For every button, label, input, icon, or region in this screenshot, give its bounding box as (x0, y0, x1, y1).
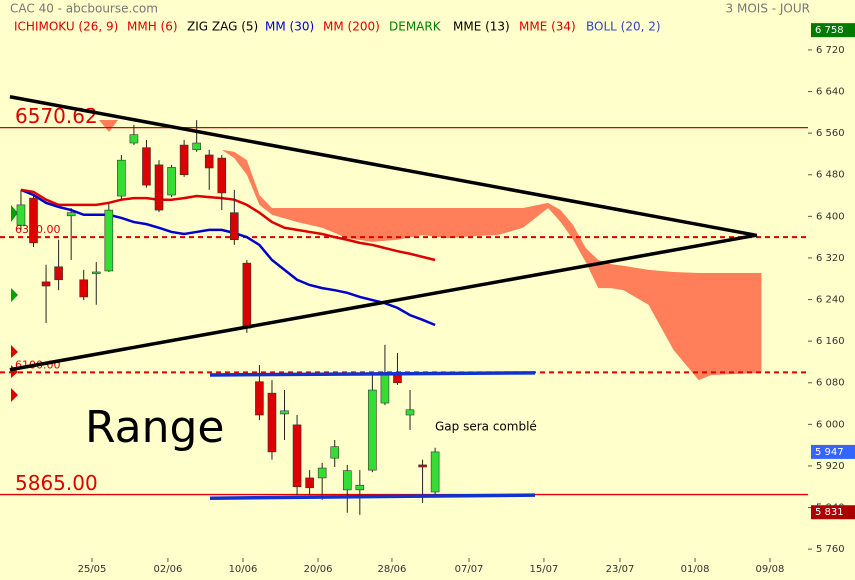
candle-body (192, 142, 201, 151)
legend-entry: MM (30) (265, 20, 314, 34)
candle-body (418, 464, 427, 468)
y-tick-label: 5 920 (816, 461, 845, 472)
y-tick-label: 6 400 (816, 211, 845, 222)
y-tick-label: 6 560 (816, 128, 845, 139)
level-label: 5865.00 (15, 471, 98, 495)
x-tick-label: 07/07 (455, 564, 484, 575)
annotation: Range (85, 402, 224, 453)
level-label: 6570.62 (15, 104, 98, 128)
marker (99, 120, 118, 132)
trend-line (9, 95, 756, 237)
candle-body (16, 204, 26, 226)
y-tick-label: 6 080 (816, 378, 845, 389)
candle-body (154, 164, 164, 211)
candle-body (317, 467, 327, 479)
candle-body (393, 374, 402, 384)
legend-entry: ICHIMOKU (26, 9) (14, 20, 118, 34)
candle-body (255, 381, 264, 416)
marker (11, 288, 18, 302)
candle-body (305, 477, 314, 489)
candle-body (330, 446, 340, 459)
x-tick-label: 23/07 (606, 564, 635, 575)
candle-body (179, 144, 189, 176)
header-period: 3 MOIS - JOUR (726, 2, 810, 16)
candle-body (342, 470, 352, 491)
x-tick-label: 01/08 (681, 564, 710, 575)
legend-entry: MM (200) (323, 20, 380, 34)
candle-body (430, 451, 440, 493)
y-tick-label: 5 760 (816, 544, 845, 555)
candle-body (104, 209, 114, 272)
ichimoku-cloud (221, 149, 762, 381)
trend-line (209, 493, 536, 500)
annotation: Gap sera comblé (435, 420, 537, 434)
candle-body (41, 281, 51, 287)
candle-body (355, 484, 365, 491)
legend-entry: BOLL (20, 2) (586, 20, 661, 34)
y-tick-label: 6 320 (816, 253, 845, 264)
candle-body (405, 409, 415, 416)
candle-body (79, 279, 89, 298)
price-badge (811, 444, 855, 459)
marker (11, 388, 18, 402)
y-tick-label: 6 240 (816, 295, 845, 306)
candle-body (230, 212, 239, 241)
candle-body (129, 134, 139, 144)
x-tick-label: 20/06 (304, 564, 333, 575)
x-tick-label: 02/06 (154, 564, 183, 575)
candle-body (267, 392, 277, 453)
legend-entry: ZIG ZAG (5) (187, 20, 258, 34)
candle-body (292, 424, 302, 488)
price-badge-label: 5 831 (815, 507, 844, 518)
candle-body (167, 167, 176, 196)
marker (11, 345, 18, 358)
legend-entry: MMH (6) (127, 20, 178, 34)
x-tick-label: 15/07 (530, 564, 559, 575)
moving-average (20, 188, 436, 262)
y-tick-label: 6 160 (816, 336, 845, 347)
candle-body (217, 157, 227, 194)
candle-body (142, 147, 151, 186)
legend-entry: DEMARK (389, 20, 442, 34)
x-tick-label: 28/06 (378, 564, 407, 575)
header-title: CAC 40 - abcbourse.com (10, 2, 158, 16)
candle-body (242, 262, 252, 329)
candle-body (91, 271, 101, 274)
price-badge-label: 6 758 (815, 25, 844, 36)
y-tick-label: 6 720 (816, 45, 845, 56)
price-badge (811, 23, 855, 38)
candle-body (66, 212, 76, 217)
legend-entry: MME (13) (453, 20, 510, 34)
trend-line (9, 233, 758, 372)
trend-line (209, 371, 536, 377)
y-tick-label: 6 640 (816, 87, 845, 98)
candle-body (380, 374, 390, 404)
candle-body (54, 266, 63, 281)
candle-body (368, 389, 377, 471)
legend-entry: MME (34) (519, 20, 576, 34)
candle-body (29, 197, 38, 244)
moving-average (20, 188, 436, 327)
x-tick-label: 25/05 (78, 564, 107, 575)
candle-body (117, 159, 126, 197)
price-badge-label: 5 947 (815, 447, 844, 458)
price-badge (811, 505, 855, 520)
candle-body (204, 154, 214, 169)
candle-body (280, 410, 289, 415)
x-tick-label: 09/08 (756, 564, 785, 575)
y-tick-label: 6 480 (816, 170, 845, 181)
y-tick-label: 6 000 (816, 419, 845, 430)
marker (11, 205, 18, 222)
x-tick-label: 10/06 (229, 564, 258, 575)
